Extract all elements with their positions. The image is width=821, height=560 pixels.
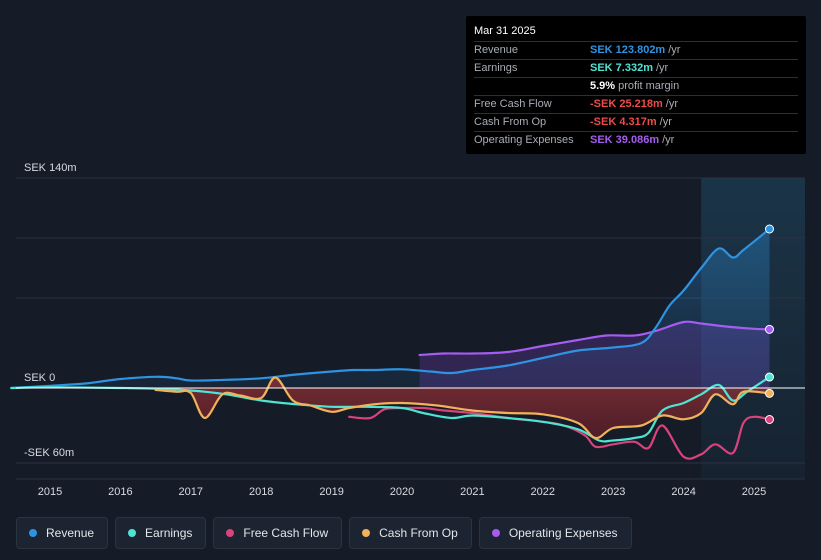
tooltip-row: 5.9% profit margin xyxy=(474,77,798,95)
area-cash-from-op xyxy=(155,377,770,439)
line-free-cash-flow xyxy=(348,406,771,460)
tooltip-row: Earnings SEK 7.332m/yr xyxy=(474,59,798,77)
x-tick-label: 2025 xyxy=(742,486,766,498)
legend-dot-icon xyxy=(362,529,371,537)
tooltip-row-value: SEK 39.086m xyxy=(590,134,660,146)
marker-operating-expenses xyxy=(764,324,774,334)
tooltip-row-value: -SEK 4.317m xyxy=(590,116,657,128)
line-earnings xyxy=(10,376,771,443)
x-tick-label: 2023 xyxy=(601,486,625,498)
legend-item-operating-expenses[interactable]: Operating Expenses xyxy=(478,517,632,549)
legend-item-cash-from-op[interactable]: Cash From Op xyxy=(349,517,472,549)
marker-cash-from-op xyxy=(764,388,774,398)
line-operating-expenses xyxy=(418,320,771,357)
tooltip-row-unit: /yr xyxy=(668,44,681,56)
tooltip-row-unit: /yr xyxy=(665,98,678,110)
legend-label: Revenue xyxy=(46,526,95,540)
tooltip-row-label: Cash From Op xyxy=(474,116,547,128)
tooltip-row-value: 5.9% xyxy=(590,80,616,92)
legend-label: Earnings xyxy=(145,526,193,540)
x-tick-label: 2024 xyxy=(671,486,695,498)
tooltip-row-unit: profit margin xyxy=(618,80,680,92)
x-axis-labels: 2015 2016 2017 2018 2019 2020 2021 2022 2023 2024… xyxy=(38,486,766,498)
marker-earnings xyxy=(764,372,774,382)
y-tick-label: SEK 140m xyxy=(24,162,77,174)
y-axis-labels: SEK 140m SEK 0 -SEK 60m xyxy=(24,162,77,459)
tooltip-row: Free Cash Flow -SEK 25.218m/yr xyxy=(474,95,798,113)
data-tooltip: Mar 31 2025 Revenue SEK 123.802m/yr Earnin… xyxy=(466,16,806,154)
tooltip-row-value: SEK 7.332m xyxy=(590,62,653,74)
series-areas xyxy=(11,229,770,439)
line-revenue xyxy=(10,227,771,390)
legend-item-free-cash-flow[interactable]: Free Cash Flow xyxy=(213,517,343,549)
legend-label: Cash From Op xyxy=(379,526,458,540)
tooltip-row-label xyxy=(474,78,590,95)
chart-legend: Revenue Earnings Free Cash Flow Cash From O… xyxy=(16,517,632,549)
x-tick-label: 2022 xyxy=(531,486,555,498)
series-end-markers xyxy=(764,224,774,424)
legend-item-revenue[interactable]: Revenue xyxy=(16,517,109,549)
tooltip-row-value: SEK 123.802m xyxy=(590,44,666,56)
tooltip-row-unit: /yr xyxy=(659,116,672,128)
x-tick-label: 2020 xyxy=(390,486,414,498)
x-tick-label: 2021 xyxy=(460,486,484,498)
x-tick-label: 2019 xyxy=(319,486,343,498)
legend-label: Operating Expenses xyxy=(508,526,618,540)
marker-free-cash-flow xyxy=(764,415,774,424)
x-tick-label: 2016 xyxy=(108,486,132,498)
legend-label: Free Cash Flow xyxy=(243,526,329,540)
tooltip-row: Revenue SEK 123.802m/yr xyxy=(474,41,798,59)
tooltip-row-label: Earnings xyxy=(474,62,518,74)
area-revenue xyxy=(11,229,770,388)
line-cash-from-op xyxy=(154,376,771,440)
y-tick-label: SEK 0 xyxy=(24,372,55,384)
legend-item-earnings[interactable]: Earnings xyxy=(115,517,207,549)
tooltip-row-label: Revenue xyxy=(474,44,519,56)
tooltip-row-value: -SEK 25.218m xyxy=(590,98,663,110)
tooltip-row: Cash From Op -SEK 4.317m/yr xyxy=(474,113,798,131)
tooltip-row: Operating Expenses SEK 39.086m/yr xyxy=(474,131,798,149)
tooltip-rows: Revenue SEK 123.802m/yr Earnings SEK 7.332m… xyxy=(474,41,798,149)
tooltip-row-unit: /yr xyxy=(662,134,675,146)
legend-dot-icon xyxy=(29,529,37,537)
area-operating-expenses xyxy=(419,321,770,388)
legend-dot-icon xyxy=(491,529,500,537)
tooltip-date: Mar 31 2025 xyxy=(474,25,536,37)
legend-dot-icon xyxy=(128,529,137,537)
series-lines xyxy=(10,227,771,460)
x-tick-label: 2017 xyxy=(179,486,203,498)
y-tick-label: -SEK 60m xyxy=(24,447,74,459)
tooltip-row-label: Free Cash Flow xyxy=(474,98,552,110)
legend-dot-icon xyxy=(226,529,235,537)
marker-revenue xyxy=(764,224,774,234)
x-tick-label: 2015 xyxy=(38,486,62,498)
x-tick-label: 2018 xyxy=(249,486,273,498)
tooltip-row-label: Operating Expenses xyxy=(474,134,574,146)
tooltip-row-unit: /yr xyxy=(655,62,669,74)
